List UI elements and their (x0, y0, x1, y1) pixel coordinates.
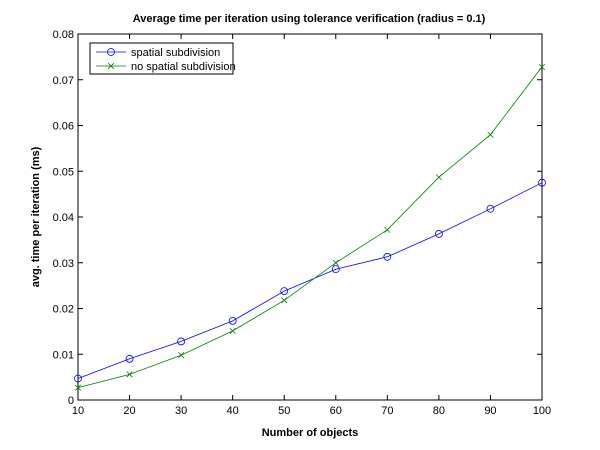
legend-marker (107, 62, 115, 70)
series-1 (74, 178, 546, 383)
series-2 (74, 63, 546, 391)
data-point (74, 374, 82, 383)
data-point (538, 63, 546, 71)
x-tick-label: 50 (278, 405, 290, 417)
legend-item: spatial subdivision (96, 47, 220, 59)
plot-area (77, 33, 543, 401)
legend-marker (107, 48, 115, 56)
x-axis-label: Number of objects (262, 427, 359, 439)
data-point (74, 384, 82, 391)
y-tick-label: 0.08 (53, 29, 74, 41)
data-point (177, 337, 186, 346)
data-point (228, 316, 237, 325)
y-axis-label: avg. time per iteration (ms) (30, 146, 42, 287)
legend-label: no spatial subdivision (131, 61, 236, 73)
y-axis: 0 0.01 0.02 0.03 0.04 0.05 0.06 0.07 0.08 (53, 29, 542, 407)
data-point (487, 131, 494, 138)
x-axis: 10 20 30 40 50 60 70 80 90 100 (72, 34, 551, 417)
series-line (77, 66, 543, 388)
data-point (281, 297, 288, 304)
data-point (178, 352, 185, 359)
x-tick-label: 10 (72, 405, 84, 417)
data-point (383, 252, 392, 261)
x-tick-label: 70 (381, 405, 393, 417)
x-tick-label: 60 (330, 405, 342, 417)
data-point (229, 327, 236, 334)
x-tick-label: 100 (533, 405, 551, 417)
y-tick-label: 0.03 (53, 258, 74, 270)
data-point (125, 354, 134, 363)
series-layer (74, 63, 546, 391)
data-point (435, 174, 442, 181)
data-point (486, 204, 495, 213)
x-tick-label: 30 (175, 405, 187, 417)
data-point (280, 287, 289, 296)
legend-item: no spatial subdivision (96, 61, 236, 73)
y-tick-label: 0.05 (53, 166, 74, 178)
x-tick-label: 40 (227, 405, 239, 417)
y-tick-label: 0.04 (53, 212, 74, 224)
data-point (331, 265, 340, 274)
legend-label: spatial subdivision (131, 47, 220, 59)
y-tick-label: 0.07 (53, 75, 74, 87)
legend: spatial subdivision no spatial subdivisio… (89, 42, 236, 75)
x-tick-label: 20 (123, 405, 135, 417)
data-point (332, 259, 339, 266)
y-tick-label: 0.01 (53, 349, 74, 361)
x-tick-label: 90 (484, 405, 496, 417)
data-point (434, 230, 443, 238)
data-point (538, 178, 546, 187)
data-point (384, 226, 391, 233)
legend-box (89, 42, 234, 75)
y-tick-label: 0 (68, 395, 74, 407)
y-tick-label: 0.02 (53, 304, 74, 316)
data-point (126, 371, 133, 378)
series-line (77, 182, 543, 379)
y-tick-label: 0.06 (53, 121, 74, 133)
x-tick-label: 80 (433, 405, 445, 417)
chart-title: Average time per iteration using toleran… (133, 13, 486, 25)
